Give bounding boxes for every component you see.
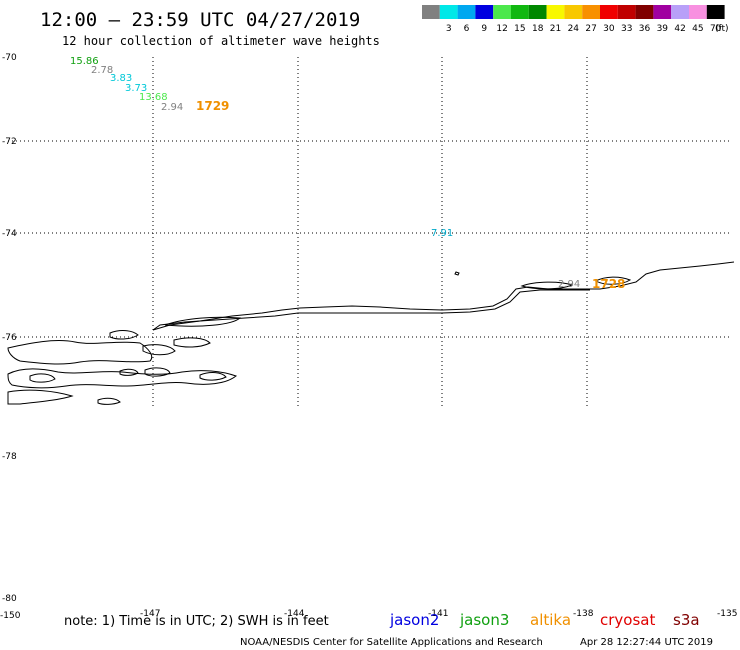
- satellite-legend-jason2: jason2: [389, 611, 439, 629]
- wave-height-obs: 3.83: [110, 73, 132, 84]
- coastline: [7, 261, 735, 405]
- land-outline: [7, 368, 238, 389]
- legend-swatch: [689, 5, 707, 19]
- lon-label: -135: [717, 609, 737, 619]
- island: [144, 367, 171, 377]
- satellite-legend-jason3: jason3: [459, 611, 509, 629]
- legend-swatch: [493, 5, 511, 19]
- satellite-legend-altika: altika: [530, 611, 571, 629]
- graticule: [8, 57, 732, 408]
- color-legend: 3 6 9 12 15 18 21 24 27 30 33 36 39 42 45 70: [422, 5, 725, 34]
- island: [119, 368, 139, 376]
- island: [142, 344, 176, 356]
- legend-unit: (ft): [715, 24, 729, 34]
- lat-label: -76: [2, 333, 17, 343]
- coastline-main: [152, 261, 735, 331]
- legend-swatch: [653, 5, 672, 19]
- legend-label: 3: [446, 24, 452, 34]
- wave-height-obs: 13.68: [139, 92, 168, 103]
- lat-label: -74: [2, 229, 17, 239]
- legend-label: 70: [710, 24, 722, 34]
- legend-label: 30: [603, 24, 615, 34]
- wave-height-obs: 2.94: [161, 102, 183, 113]
- legend-label: 12: [496, 24, 507, 34]
- footer-credit: NOAA/NESDIS Center for Satellite Applica…: [240, 637, 543, 648]
- legend-swatch: [422, 5, 440, 19]
- legend-label: 15: [514, 24, 525, 34]
- legend-label: 27: [585, 24, 596, 34]
- island: [594, 276, 632, 285]
- wave-height-obs: 2.78: [91, 65, 113, 76]
- legend-swatch: [457, 5, 476, 19]
- map-subtitle: 12 hour collection of altimeter wave hei…: [62, 34, 380, 48]
- legend-label: 33: [621, 24, 632, 34]
- legend-swatch: [511, 5, 529, 19]
- land-outline: [7, 340, 153, 365]
- legend-swatch: [617, 5, 636, 19]
- legend-swatch: [706, 5, 725, 19]
- lat-label: -80: [2, 594, 17, 604]
- wave-height-obs: 7.91: [431, 228, 453, 239]
- legend-swatch: [439, 5, 458, 19]
- wave-height-obs: 15.86: [70, 56, 99, 67]
- pass-time-label: 1728: [592, 277, 625, 291]
- lon-label: -147: [140, 609, 160, 619]
- footer-timestamp: Apr 28 12:27:44 UTC 2019: [580, 637, 713, 648]
- footer-note: note: 1) Time is in UTC; 2) SWH is in fe…: [64, 614, 329, 629]
- legend-swatch: [546, 5, 565, 19]
- legend-swatch: [635, 5, 654, 19]
- satellite-legend-cryosat: cryosat: [600, 611, 655, 629]
- wave-height-obs: 3.73: [125, 83, 147, 94]
- land-outline: [7, 389, 74, 405]
- legend-label: 9: [481, 24, 487, 34]
- legend-swatch: [582, 5, 600, 19]
- legend-swatch: [475, 5, 494, 19]
- island: [29, 373, 56, 383]
- lat-label: -78: [2, 452, 17, 462]
- legend-label: 18: [532, 24, 544, 34]
- legend-label: 36: [639, 24, 651, 34]
- coastline-shelf: [152, 289, 590, 331]
- legend-label: 6: [464, 24, 470, 34]
- coastline-bay: [164, 316, 242, 327]
- map-title: 12:00 – 23:59 UTC 04/27/2019: [40, 9, 360, 31]
- legend-label: 45: [692, 24, 703, 34]
- island: [173, 337, 211, 348]
- legend-label: 42: [674, 24, 685, 34]
- lon-label: -144: [284, 609, 305, 619]
- island: [97, 397, 121, 405]
- satellite-legend-s3a: s3a: [673, 611, 700, 629]
- legend-swatch: [528, 5, 547, 19]
- island: [454, 271, 460, 276]
- island: [199, 372, 227, 381]
- lon-label: -138: [573, 609, 594, 619]
- lon-label: -150: [0, 611, 21, 621]
- lat-label: -70: [2, 53, 17, 63]
- island: [520, 281, 574, 290]
- legend-label: 21: [550, 24, 561, 34]
- legend-swatch: [671, 5, 689, 19]
- legend-label: 39: [657, 24, 669, 34]
- legend-label: 24: [568, 24, 580, 34]
- lon-label: -141: [428, 609, 448, 619]
- island: [109, 330, 139, 340]
- wave-height-obs: 2.94: [558, 279, 580, 290]
- pass-time-label: 1729: [196, 99, 229, 113]
- legend-swatch: [600, 5, 618, 19]
- lat-label: -72: [2, 137, 17, 147]
- legend-swatch: [564, 5, 583, 19]
